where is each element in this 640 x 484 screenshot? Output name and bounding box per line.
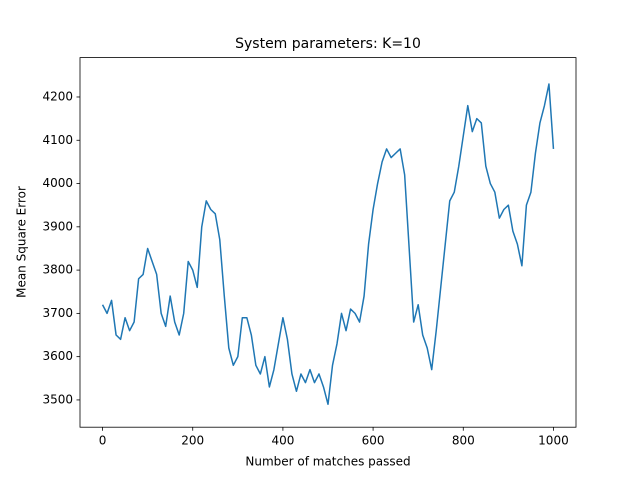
y-axis-label: Mean Square Error bbox=[15, 186, 29, 298]
y-tick-label: 3800 bbox=[42, 263, 73, 277]
y-tick-label: 3900 bbox=[42, 219, 73, 233]
x-tick-label: 200 bbox=[181, 434, 204, 448]
y-tick-label: 3500 bbox=[42, 392, 73, 406]
x-tick-label: 1000 bbox=[538, 434, 569, 448]
chart-title: System parameters: K=10 bbox=[235, 36, 421, 52]
y-tick-label: 3700 bbox=[42, 306, 73, 320]
y-tick-label: 3600 bbox=[42, 349, 73, 363]
data-line bbox=[101, 83, 555, 406]
x-axis-label: Number of matches passed bbox=[245, 455, 410, 469]
y-tick-label: 4000 bbox=[42, 176, 73, 190]
x-tick-label: 800 bbox=[452, 434, 475, 448]
y-tick-label: 4100 bbox=[42, 133, 73, 147]
x-tick-label: 400 bbox=[271, 434, 294, 448]
x-tick-label: 0 bbox=[99, 434, 107, 448]
plot-frame bbox=[79, 57, 577, 428]
y-tick-label: 4200 bbox=[42, 89, 73, 103]
x-tick-label: 600 bbox=[362, 434, 385, 448]
